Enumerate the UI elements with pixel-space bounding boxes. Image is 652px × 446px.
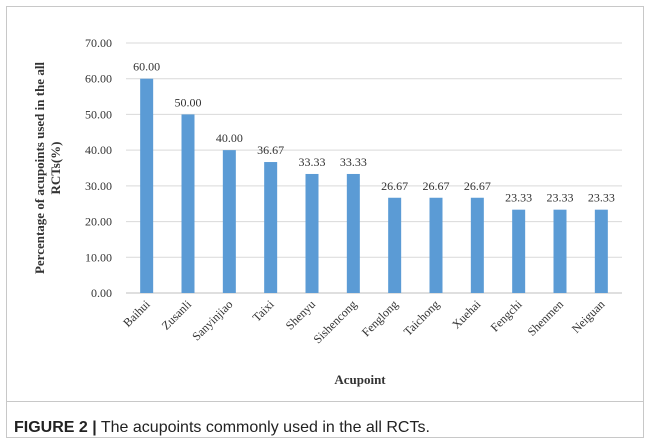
bars [140,78,608,293]
x-tick-label: Zusanli [159,297,195,333]
chart-area [6,6,644,402]
x-tick-label: Fengchi [488,297,526,335]
x-tick-label: Shenyu [283,297,318,332]
x-tick-label: Neiguan [569,297,608,336]
x-axis-label: Acupoint [334,372,386,387]
y-tick-label: 20.00 [85,215,112,229]
bar-neiguan [594,209,608,293]
y-tick-label: 0.00 [91,286,112,300]
y-axis-label-line-2: RCTs(%) [48,142,63,195]
bar-taichong [429,197,443,293]
bar-taixi [264,162,278,293]
bar-baihui [140,78,154,293]
data-label: 23.33 [547,191,574,205]
bar-shenmen [553,209,567,293]
data-label: 26.67 [423,179,450,193]
bar-zusanli [181,114,195,293]
bar-sanyinjiao [222,150,236,293]
bar-chart: 0.0010.0020.0030.0040.0050.0060.0070.00 … [32,36,622,387]
data-label: 36.67 [257,143,284,157]
data-label: 26.67 [381,179,408,193]
data-label: 23.33 [588,191,615,205]
x-tick-label: Taixi [250,297,278,325]
figure-label: FIGURE 2 | [14,419,97,436]
data-label: 40.00 [216,131,243,145]
y-tick-label: 40.00 [85,143,112,157]
y-tick-label: 10.00 [85,250,112,264]
bar-fenglong [388,197,402,293]
data-label: 33.33 [340,155,367,169]
x-tick-label: Baihui [120,297,153,330]
data-label: 50.00 [175,95,202,109]
figure-caption: FIGURE 2 | The acupoints commonly used i… [14,416,430,440]
y-tick-label: 30.00 [85,179,112,193]
y-tick-labels: 0.00 10.00 20.00 30.00 40.00 50.00 60.00 70.00 [85,36,112,300]
data-label: 60.00 [133,60,160,74]
bar-fengchi [512,209,526,293]
data-label: 33.33 [299,155,326,169]
y-tick-label: 60.00 [85,72,112,86]
gridlines [126,42,622,294]
data-labels: 60.00 50.00 40.00 36.67 33.33 33.33 26.67 26.67… [133,60,615,205]
bar-sishencong [346,173,360,293]
bar-xuehai [470,197,484,293]
bar-shenyu [305,173,319,293]
x-tick-label: Taichong [401,297,442,338]
y-tick-label: 70.00 [85,36,112,50]
y-axis-label-line-1: Percentage of acupoints used in the all [32,62,47,274]
caption-text: The acupoints commonly used in the all R… [96,419,430,436]
data-label: 23.33 [505,191,532,205]
x-tick-label: Fenglong [359,297,401,339]
x-tick-label: Xuehai [449,297,484,332]
x-tick-label: Sanyinjiao [189,297,235,343]
x-tick-label: Shenmen [525,297,566,338]
y-tick-label: 50.00 [85,107,112,121]
data-label: 26.67 [464,179,491,193]
y-axis-label: Percentage of acupoints used in the allR… [32,62,63,274]
x-tick-label: Sishencong [310,297,359,346]
